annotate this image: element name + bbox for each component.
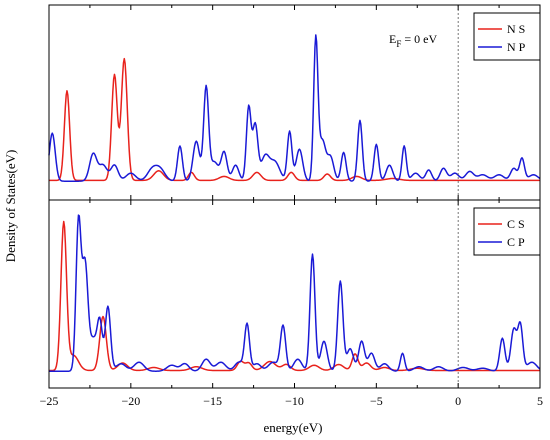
series-line-n-p [48,34,541,182]
y-axis-label: Density of States(eV) [3,150,18,263]
x-tick-label: −10 [285,394,304,408]
panel-bottom-ticks [48,200,541,388]
x-tick-label: 5 [537,394,543,408]
series-line-c-s [49,220,540,372]
fermi-annotation: EF = 0 eV [389,32,437,49]
panel-top-curves [48,34,541,182]
legend-label-c-p: C P [507,235,525,249]
panel-bottom-curves [49,214,541,372]
x-tick-labels: −25 −20 −15 −10 −5 0 5 [40,394,543,408]
panel-top: EF = 0 eV N S N P [48,4,541,201]
legend-box-top [473,12,541,61]
panel-top-ticks [48,5,541,200]
x-tick-label: −15 [203,394,222,408]
panel-top-frame [48,4,541,201]
panel-bottom: C S C P [48,199,541,389]
x-tick-label: −20 [121,394,140,408]
x-axis-label: energy(eV) [264,420,323,435]
panel-bottom-legend: C S C P [473,207,541,256]
x-tick-label: −5 [370,394,383,408]
legend-label-n-s: N S [507,22,525,36]
panel-bottom-frame [48,199,541,389]
series-line-c-p [49,214,541,372]
legend-box-bottom [473,207,541,256]
legend-label-n-p: N P [507,40,526,54]
legend-label-c-s: C S [507,217,525,231]
fermi-annotation-sub: F [396,39,401,49]
fermi-annotation-rest: = 0 eV [401,32,437,46]
series-line-n-s [49,57,540,182]
x-tick-label: 0 [455,394,461,408]
fermi-annotation-main: E [389,32,396,46]
panel-top-legend: N S N P [473,12,541,61]
x-tick-label: −25 [40,394,59,408]
